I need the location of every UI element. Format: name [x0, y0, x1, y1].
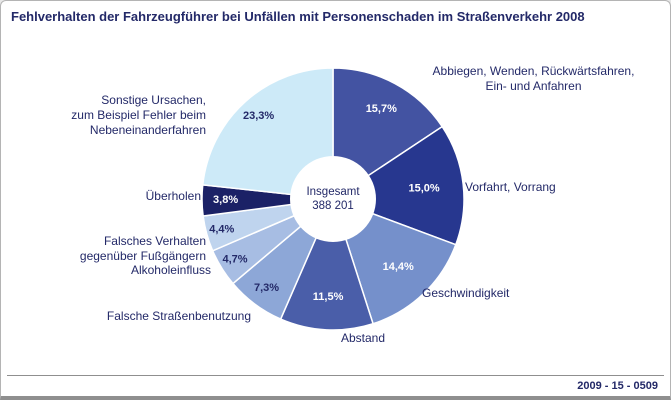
footer-divider [7, 375, 664, 376]
percent-label-0: 15,7% [366, 103, 397, 115]
donut-hole [290, 156, 376, 242]
slice-label-geschwindigkeit: Geschwindigkeit [422, 286, 510, 300]
percent-label-8: 23,3% [243, 110, 274, 122]
chart-title: Fehlverhalten der Fahrzeugführer bei Unf… [11, 9, 585, 24]
percent-label-1: 15,0% [408, 182, 439, 194]
slice-label-sonstige: Sonstige Ursachen, zum Beispiel Fehler b… [71, 93, 206, 137]
percent-label-2: 14,4% [383, 261, 414, 273]
slice-label-falsche-strassenbenutzung: Falsche Straßenbenutzung [106, 309, 251, 323]
slice-label-alkoholeinfluss: Alkoholeinfluss [130, 263, 211, 277]
pie-slice-8 [201, 67, 334, 200]
slice-label-ueberholen: Überholen [145, 189, 201, 203]
chart-reference-code: 2009 - 15 - 0509 [577, 380, 658, 392]
slice-label-abstand: Abstand [340, 331, 386, 345]
percent-label-4: 7,3% [254, 282, 279, 294]
pie-slice-3 [279, 196, 374, 331]
pie-slice-1 [331, 125, 465, 246]
slice-label-abbiegen: Abbiegen, Wenden, Rückwärtsfahren, Ein- … [432, 64, 635, 93]
percent-label-7: 3,8% [213, 194, 238, 206]
slice-label-fussgaenger: Falsches Verhalten gegenüber Fußgängern [79, 234, 206, 263]
center-total-label: Insgesamt 388 201 [306, 186, 360, 212]
percent-label-5: 4,7% [222, 254, 247, 266]
slice-label-vorfahrt: Vorfahrt, Vorrang [465, 180, 556, 194]
percent-label-3: 11,5% [313, 291, 344, 303]
percent-label-6: 4,4% [209, 224, 234, 236]
